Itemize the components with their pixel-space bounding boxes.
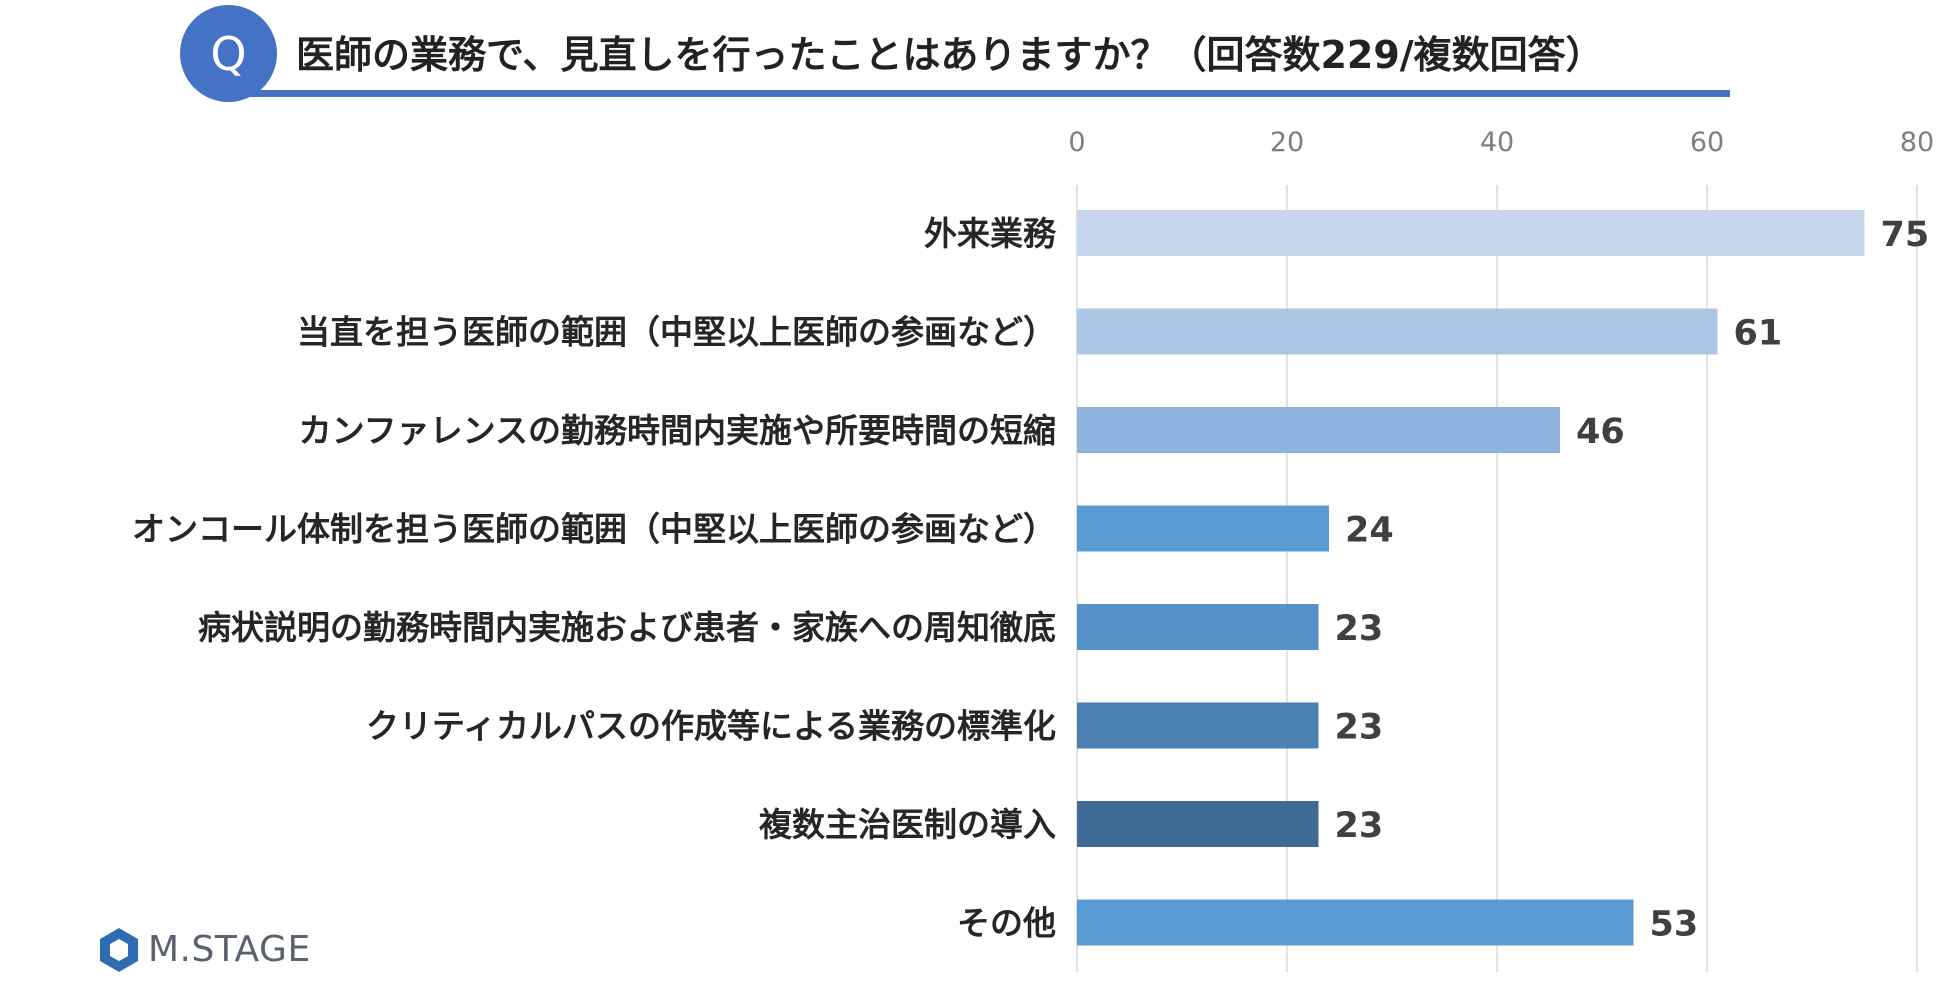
bar — [1077, 702, 1319, 749]
x-tick-label: 80 — [1900, 127, 1934, 158]
bar — [1077, 801, 1319, 847]
x-tick-label: 40 — [1480, 127, 1514, 158]
x-tick-label: 20 — [1270, 127, 1304, 158]
value-label: 23 — [1335, 609, 1384, 649]
bar — [1077, 899, 1634, 946]
value-label: 75 — [1881, 215, 1930, 255]
value-label: 24 — [1345, 511, 1394, 551]
question-title: 医師の業務で、見直しを行ったことはありますか？（回答数229/複数回答） — [296, 33, 1604, 77]
bar — [1077, 210, 1865, 256]
x-tick-label: 0 — [1068, 127, 1085, 158]
bar — [1077, 505, 1329, 552]
bar — [1077, 308, 1718, 355]
category-label: 当直を担う医師の範囲（中堅以上医師の参画など） — [297, 313, 1056, 352]
value-label: 53 — [1650, 905, 1699, 945]
value-label: 61 — [1734, 314, 1783, 354]
category-label: 複数主治医制の導入 — [759, 805, 1056, 844]
value-label: 23 — [1335, 708, 1384, 748]
category-label: カンファレンスの勤務時間内実施や所要時間の短縮 — [299, 411, 1056, 450]
question-badge-letter: Q — [210, 26, 247, 81]
x-tick-label: 60 — [1690, 127, 1724, 158]
category-label: 病状説明の勤務時間内実施および患者・家族への周知徹底 — [198, 608, 1056, 647]
category-label: 外来業務 — [924, 214, 1057, 253]
m-stage-logo: M.STAGE — [98, 927, 311, 973]
bar — [1077, 604, 1319, 650]
title-underline — [230, 90, 1730, 97]
value-label: 23 — [1335, 806, 1384, 846]
category-label: オンコール体制を担う医師の範囲（中堅以上医師の参画など） — [132, 510, 1056, 549]
hexagon-logo-icon — [100, 928, 138, 972]
logo-text: M.STAGE — [148, 929, 311, 970]
category-label: その他 — [957, 904, 1056, 943]
value-label: 46 — [1576, 412, 1625, 452]
bar — [1077, 407, 1560, 453]
category-label: クリティカルパスの作成等による業務の標準化 — [366, 707, 1056, 746]
question-badge: Q — [180, 5, 277, 102]
